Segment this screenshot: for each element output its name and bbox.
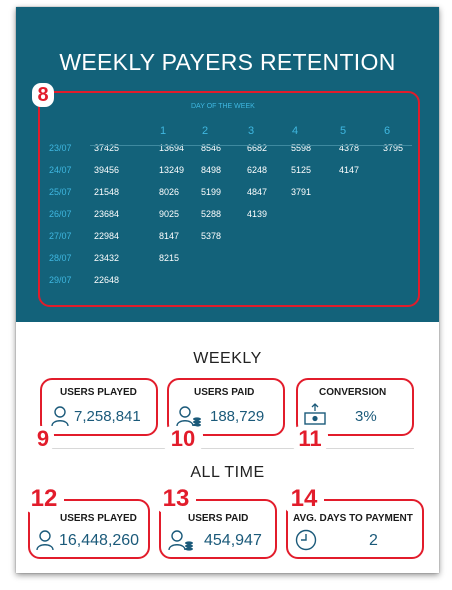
- cohort-day-header: 5: [340, 125, 347, 137]
- weekly-users-paid-label: USERS PAID: [194, 387, 255, 398]
- cohort-day-header: 1: [160, 125, 167, 137]
- cohort-row-total: 21548: [94, 187, 120, 197]
- all-time-heading: ALL TIME: [190, 464, 265, 481]
- user-icon: [36, 530, 54, 551]
- weekly-conversion-label: CONVERSION: [319, 387, 387, 398]
- weekly-users-paid-value: 188,729: [210, 408, 265, 425]
- cohort-cell: 8546: [201, 143, 222, 153]
- cohort-row-total: 22648: [94, 275, 120, 285]
- cohort-cell: 4847: [247, 187, 268, 197]
- cohort-cell: 4378: [339, 143, 360, 153]
- annotation-box-9: [40, 378, 158, 436]
- cohort-cell: 3795: [383, 143, 404, 153]
- cohort-cell: 6248: [247, 165, 268, 175]
- cohort-row-total: 22984: [94, 231, 120, 241]
- annotation-badge-10: 10: [163, 426, 203, 452]
- annotation-box-8: [38, 91, 420, 307]
- annotation-badge-8: 8: [32, 83, 54, 107]
- user-icon: [51, 406, 69, 427]
- cohort-cell: 8215: [159, 253, 180, 263]
- cohort-cell: 5199: [201, 187, 222, 197]
- annotation-badge-13: 13: [156, 485, 196, 513]
- cohort-row-date: 29/07: [49, 275, 72, 285]
- cohort-day-header: 2: [202, 125, 209, 137]
- cohort-cell: 5378: [201, 231, 222, 241]
- all-time-users-played-value: 16,448,260: [59, 532, 140, 549]
- avg-days-label: AVG. DAYS TO PAYMENT: [293, 513, 413, 524]
- clock-icon: [295, 529, 317, 551]
- cohort-cell: 6682: [247, 143, 268, 153]
- cohort-cell: 5598: [291, 143, 312, 153]
- retention-panel: WEEKLY PAYERS RETENTION DAY OF THE WEEK …: [16, 7, 439, 322]
- cohort-row-date: 27/07: [49, 231, 72, 241]
- user-coins-icon: [176, 406, 201, 427]
- annotation-box-10: [167, 378, 285, 436]
- cohort-cell: 13694: [159, 143, 185, 153]
- cohort-cell: 9025: [159, 209, 180, 219]
- cohort-cell: 8498: [201, 165, 222, 175]
- user-coins-icon: [168, 530, 193, 551]
- cohort-day-header: 3: [248, 125, 255, 137]
- cohort-cell: 4139: [247, 209, 268, 219]
- cohort-cell: 8147: [159, 231, 180, 241]
- avg-days-value: 2: [369, 532, 378, 549]
- cohort-cell: 8026: [159, 187, 180, 197]
- all-time-users-paid-value: 454,947: [204, 532, 262, 549]
- cohort-cell: 4147: [339, 165, 360, 175]
- cohort-row-date: 24/07: [49, 165, 72, 175]
- annotation-badge-9: 9: [32, 426, 54, 452]
- section-divider: [42, 448, 414, 449]
- cohort-header-divider: [90, 145, 412, 146]
- cohort-day-header: 6: [384, 125, 391, 137]
- cohort-row-total: 23432: [94, 253, 120, 263]
- weekly-users-played-label: USERS PLAYED: [60, 387, 137, 398]
- annotation-badge-14: 14: [284, 485, 324, 513]
- cohort-cell: 13249: [159, 165, 185, 175]
- weekly-conversion-value: 3%: [355, 408, 377, 425]
- all-time-users-paid-label: USERS PAID: [188, 513, 249, 524]
- annotation-badge-11: 11: [292, 426, 328, 452]
- weekly-users-played-value: 7,258,841: [74, 408, 141, 425]
- annotation-box-12: [28, 499, 150, 559]
- annotation-box-13: [159, 499, 277, 559]
- all-time-users-played-label: USERS PLAYED: [60, 513, 137, 524]
- cohort-day-header: 4: [292, 125, 299, 137]
- cohort-cell: 3791: [291, 187, 312, 197]
- cohort-row-total: 37425: [94, 143, 120, 153]
- cohort-cell: 5288: [201, 209, 222, 219]
- cohort-row-date: 26/07: [49, 209, 72, 219]
- page-title: WEEKLY PAYERS RETENTION: [59, 49, 396, 75]
- cohort-row-total: 39456: [94, 165, 120, 175]
- cohort-axis-title-text: DAY OF THE WEEK: [191, 103, 255, 110]
- weekly-heading: WEEKLY: [193, 350, 262, 367]
- cohort-row-date: 23/07: [49, 143, 72, 153]
- money-conversion-icon: [304, 403, 326, 425]
- annotation-box-11: [296, 378, 414, 436]
- annotation-badge-12: 12: [24, 485, 64, 513]
- cohort-row-date: 25/07: [49, 187, 72, 197]
- cohort-cell: 5125: [291, 165, 312, 175]
- retention-dashboard: WEEKLY PAYERS RETENTION DAY OF THE WEEK …: [16, 7, 439, 573]
- cohort-row-date: 28/07: [49, 253, 72, 263]
- annotation-box-14: [286, 499, 424, 559]
- cohort-row-total: 23684: [94, 209, 120, 219]
